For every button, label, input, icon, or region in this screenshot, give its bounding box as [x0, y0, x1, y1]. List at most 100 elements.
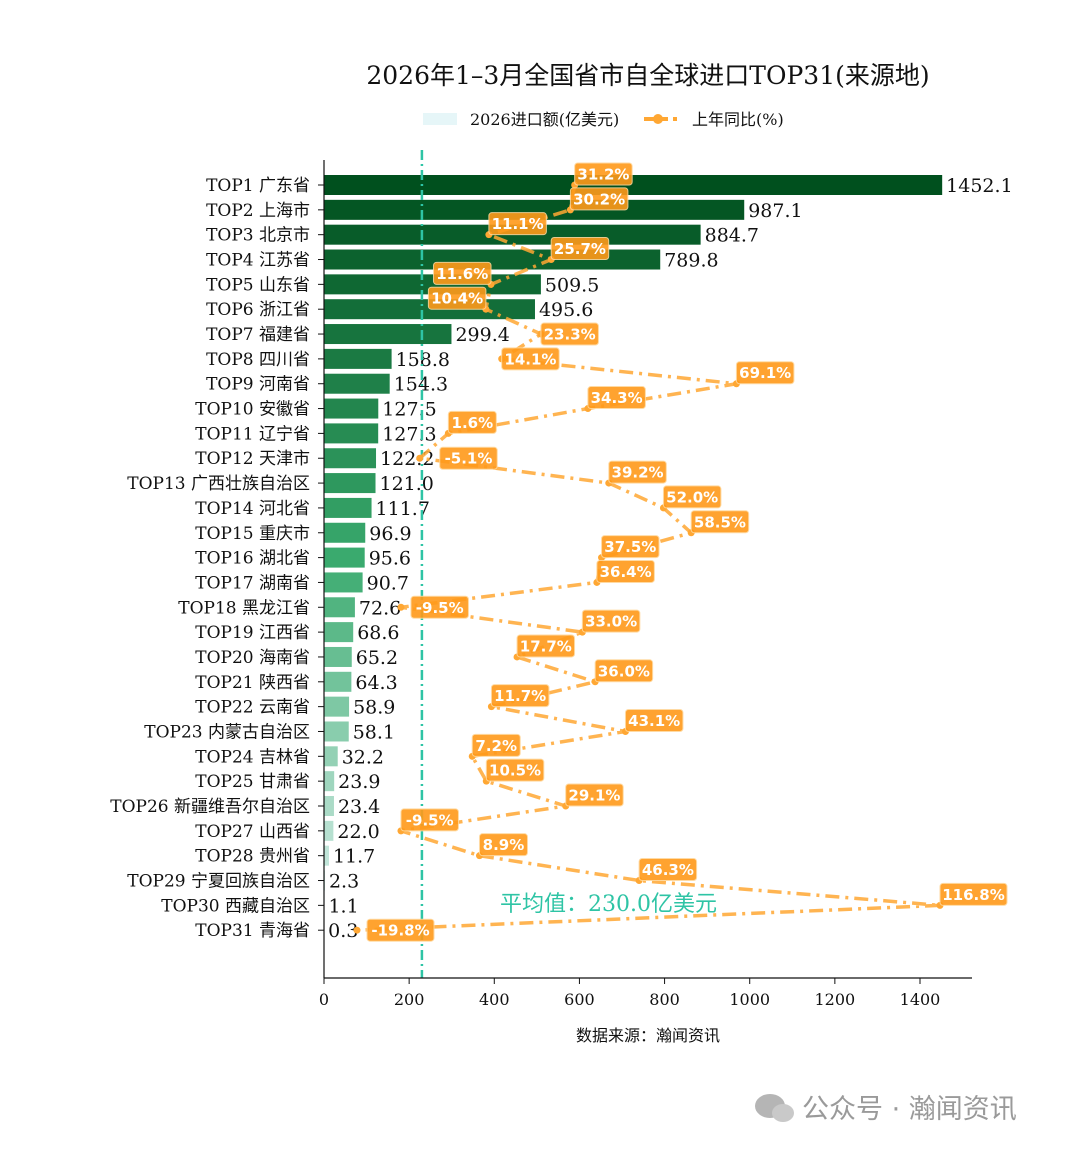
yoy-label: 36.0% — [598, 662, 650, 680]
yoy-label: 8.9% — [483, 836, 525, 854]
bar-value-label: 111.7 — [376, 498, 430, 520]
yoy-label: 11.6% — [436, 265, 488, 283]
yoy-label-box — [569, 187, 629, 211]
bar-value-label: 72.6 — [359, 597, 401, 619]
y-tick-label: TOP27 山西省 — [195, 822, 310, 842]
yoy-label: -9.5% — [406, 811, 454, 829]
y-tick-label: TOP30 西藏自治区 — [161, 896, 310, 916]
bar-value-label: 58.9 — [353, 697, 395, 719]
bar — [324, 796, 334, 816]
bar — [324, 175, 943, 195]
bar-value-label: 884.7 — [705, 225, 759, 247]
yoy-label: 17.7% — [520, 637, 572, 655]
yoy-label-box — [596, 559, 655, 583]
yoy-label-box — [433, 261, 492, 285]
bar — [324, 721, 349, 742]
bar — [324, 572, 363, 593]
bar — [324, 249, 661, 270]
bar-value-label: 0.3 — [328, 920, 358, 942]
yoy-label: 10.5% — [489, 762, 541, 780]
bar — [324, 646, 352, 667]
bar-value-label: 2.3 — [329, 871, 359, 893]
yoy-label: 29.1% — [568, 787, 620, 805]
bar — [324, 473, 376, 494]
bar — [324, 597, 355, 618]
y-tick-label: TOP16 湖北省 — [195, 549, 310, 569]
legend-label-line: 上年同比(%) — [692, 110, 784, 129]
yoy-label: 25.7% — [554, 240, 606, 258]
bar-value-label: 68.6 — [357, 622, 399, 644]
y-tick-label: TOP17 湖南省 — [195, 573, 310, 593]
yoy-label-box — [581, 609, 641, 633]
bar-value-label: 22.0 — [337, 821, 379, 843]
yoy-label: -5.1% — [445, 450, 493, 468]
yoy-label-box — [735, 361, 795, 385]
bar-value-label: 95.6 — [369, 548, 411, 570]
legend-marker-line — [653, 114, 663, 124]
bar — [324, 547, 365, 568]
y-tick-label: TOP26 新疆维吾尔自治区 — [110, 797, 310, 817]
bar — [324, 324, 452, 345]
yoy-label: 43.1% — [628, 712, 680, 730]
chart-title: 2026年1–3月全国省市自全球进口TOP31(来源地) — [366, 61, 929, 90]
yoy-label-box — [587, 386, 646, 410]
x-tick-label: 0 — [319, 990, 329, 1009]
bar — [324, 199, 745, 220]
yoy-label-box — [400, 808, 459, 832]
bar — [324, 671, 352, 692]
bar — [324, 348, 392, 369]
y-tick-label: TOP21 陕西省 — [195, 673, 310, 693]
y-tick-label: TOP25 甘肃省 — [195, 772, 310, 792]
y-tick-label: TOP14 河北省 — [195, 499, 310, 519]
bar-value-label: 11.7 — [333, 846, 375, 868]
yoy-label-box — [550, 237, 610, 261]
yoy-label: 10.4% — [431, 290, 483, 308]
yoy-label: 7.2% — [475, 737, 517, 755]
yoy-label-box — [501, 347, 560, 371]
yoy-label-box — [490, 684, 550, 708]
y-tick-label: TOP24 吉林省 — [195, 747, 310, 767]
y-tick-label: TOP28 贵州省 — [195, 847, 310, 867]
yoy-label-box — [488, 212, 547, 236]
bar-value-label: 23.9 — [338, 771, 380, 793]
yoy-label-box — [574, 162, 633, 186]
bar-value-label: 65.2 — [356, 647, 398, 669]
yoy-label: 33.0% — [585, 613, 637, 631]
yoy-label: 36.4% — [600, 563, 652, 581]
x-tick-label: 200 — [394, 990, 425, 1009]
bar-value-label: 495.6 — [539, 299, 593, 321]
yoy-label: 116.8% — [942, 886, 1004, 904]
bar-value-label: 789.8 — [664, 250, 718, 272]
bar-value-label: 127.5 — [382, 399, 436, 421]
y-tick-label: TOP2 上海市 — [206, 201, 310, 221]
yoy-label: -19.8% — [371, 922, 429, 940]
bar-value-label: 1.1 — [328, 895, 358, 917]
y-tick-label: TOP8 四川省 — [206, 350, 310, 370]
bar-value-label: 58.1 — [353, 721, 395, 743]
average-label: 平均值：230.0亿美元 — [500, 892, 717, 917]
yoy-label: 11.1% — [492, 215, 544, 233]
y-tick-label: TOP6 浙江省 — [206, 300, 310, 320]
watermark: 公众号 · 瀚闻资讯 — [802, 1094, 1017, 1125]
yoy-label-box — [485, 758, 545, 782]
bar — [324, 423, 379, 444]
y-tick-label: TOP4 江苏省 — [206, 251, 310, 271]
yoy-label: 69.1% — [739, 364, 791, 382]
yoy-label: 11.7% — [494, 687, 546, 705]
yoy-label-box — [478, 833, 528, 857]
legend-swatch-bar — [423, 113, 457, 125]
wechat-icon-small — [772, 1104, 794, 1122]
yoy-point — [397, 603, 405, 611]
bar — [324, 820, 334, 841]
yoy-label: 23.3% — [544, 326, 596, 344]
yoy-label: 34.3% — [591, 389, 643, 407]
bar — [324, 845, 329, 866]
bar — [324, 497, 372, 518]
yoy-label: 46.3% — [642, 861, 694, 879]
bar-value-label: 32.2 — [342, 746, 384, 768]
bar — [324, 448, 377, 469]
y-tick-label: TOP13 广西壮族自治区 — [127, 474, 310, 494]
bar-value-label: 299.4 — [455, 324, 509, 346]
yoy-label: 30.2% — [573, 190, 625, 208]
